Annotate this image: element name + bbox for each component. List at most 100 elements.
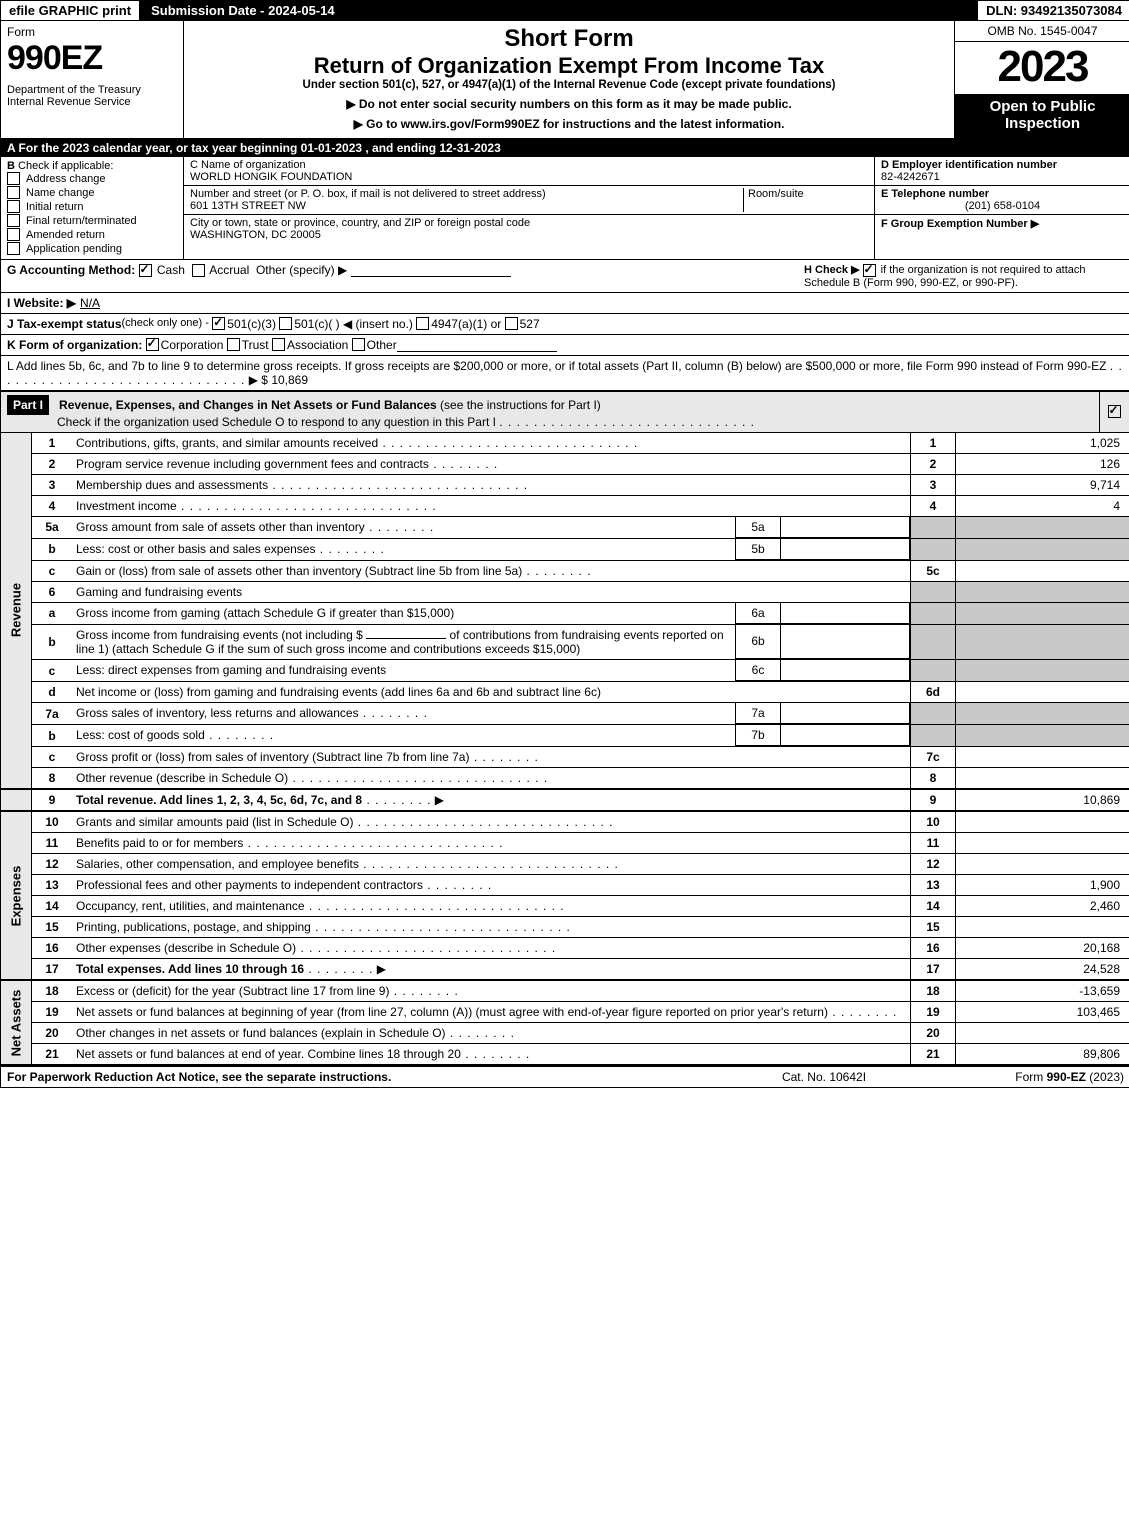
checkbox-other-org[interactable] bbox=[352, 338, 365, 351]
line-14-col: 14 bbox=[911, 896, 956, 917]
line-7c-num: c bbox=[32, 747, 73, 768]
checkbox-schedule-o[interactable] bbox=[1108, 405, 1121, 418]
tax-year: 2023 bbox=[955, 42, 1129, 94]
line-7a-col-shaded bbox=[911, 703, 956, 725]
line-14-num: 14 bbox=[32, 896, 73, 917]
checkbox-application-pending[interactable] bbox=[7, 242, 20, 255]
opt-527: 527 bbox=[520, 317, 540, 331]
line-6d-num: d bbox=[32, 682, 73, 703]
checkbox-corporation[interactable] bbox=[146, 338, 159, 351]
line-5b-desc: Less: cost or other basis and sales expe… bbox=[76, 542, 315, 556]
line-5a-inner: 5a bbox=[736, 517, 781, 538]
line-7b-amt-shaded bbox=[956, 725, 1129, 747]
k-label: K Form of organization: bbox=[7, 338, 142, 352]
line-16-amt: 20,168 bbox=[956, 938, 1129, 959]
line-6a-col-shaded bbox=[911, 602, 956, 624]
line-17-amt: 24,528 bbox=[956, 959, 1129, 981]
check-if-applicable: Check if applicable: bbox=[18, 160, 113, 172]
checkbox-name-change[interactable] bbox=[7, 186, 20, 199]
line-20-col: 20 bbox=[911, 1023, 956, 1044]
line-4-desc: Investment income bbox=[76, 499, 177, 513]
line-18-desc: Excess or (deficit) for the year (Subtra… bbox=[76, 984, 389, 998]
line-13-num: 13 bbox=[32, 875, 73, 896]
line-19-num: 19 bbox=[32, 1002, 73, 1023]
short-form-title: Short Form bbox=[194, 25, 944, 53]
dln-number: DLN: 93492135073084 bbox=[977, 1, 1129, 20]
dots-icon bbox=[378, 436, 638, 450]
line-13-desc: Professional fees and other payments to … bbox=[76, 878, 423, 892]
checkbox-527[interactable] bbox=[505, 317, 518, 330]
line-6b-inner-val bbox=[781, 625, 910, 659]
line-17-desc: Total expenses. Add lines 10 through 16 bbox=[76, 962, 304, 976]
line-3-amt: 9,714 bbox=[956, 474, 1129, 495]
opt-501c: 501(c)( ) ◀ (insert no.) bbox=[294, 317, 413, 331]
opt-final-return: Final return/terminated bbox=[26, 215, 137, 227]
org-city-state-zip: WASHINGTON, DC 20005 bbox=[190, 229, 868, 241]
checkbox-final-return[interactable] bbox=[7, 214, 20, 227]
block-b-c-def: B Check if applicable: Address change Na… bbox=[1, 157, 1129, 260]
g-label: G Accounting Method: bbox=[7, 263, 135, 277]
checkbox-accrual[interactable] bbox=[192, 264, 205, 277]
checkbox-4947[interactable] bbox=[416, 317, 429, 330]
revenue-vlabel: Revenue bbox=[9, 583, 24, 637]
line-5c-amt bbox=[956, 560, 1129, 581]
line-6d-amt bbox=[956, 682, 1129, 703]
form-label: Form bbox=[7, 25, 177, 39]
dots-icon bbox=[268, 478, 528, 492]
line-6a-amt-shaded bbox=[956, 602, 1129, 624]
footer-form-num: 990-EZ bbox=[1047, 1070, 1086, 1084]
opt-other-specify: Other (specify) ▶ bbox=[256, 263, 347, 277]
revenue-side-9 bbox=[1, 789, 32, 811]
line-21-num: 21 bbox=[32, 1044, 73, 1065]
right-column: OMB No. 1545-0047 2023 Open to Public In… bbox=[954, 21, 1129, 138]
part-i-check-text: Check if the organization used Schedule … bbox=[57, 415, 496, 429]
line-10-desc: Grants and similar amounts paid (list in… bbox=[76, 815, 353, 829]
return-title: Return of Organization Exempt From Incom… bbox=[194, 53, 944, 79]
e-label: E Telephone number bbox=[881, 188, 989, 200]
opt-4947: 4947(a)(1) or bbox=[431, 317, 501, 331]
checkbox-cash[interactable] bbox=[139, 264, 152, 277]
footer-form-year: (2023) bbox=[1086, 1070, 1124, 1084]
row-k: K Form of organization: Corporation Trus… bbox=[1, 335, 1129, 356]
line-14-desc: Occupancy, rent, utilities, and maintena… bbox=[76, 899, 305, 913]
line-2-num: 2 bbox=[32, 453, 73, 474]
dots-icon bbox=[359, 857, 619, 871]
line-5b-num: b bbox=[32, 538, 73, 560]
line-8-desc: Other revenue (describe in Schedule O) bbox=[76, 771, 288, 785]
netassets-vlabel: Net Assets bbox=[9, 989, 24, 1056]
submission-date: Submission Date - 2024-05-14 bbox=[141, 1, 977, 20]
line-9-num: 9 bbox=[32, 789, 73, 811]
dots-icon bbox=[429, 457, 498, 471]
line-15-desc: Printing, publications, postage, and shi… bbox=[76, 920, 311, 934]
checkbox-501c[interactable] bbox=[279, 317, 292, 330]
checkbox-501c3[interactable] bbox=[212, 317, 225, 330]
dots-icon bbox=[446, 1026, 515, 1040]
opt-name-change: Name change bbox=[26, 187, 95, 199]
line-9-col: 9 bbox=[911, 789, 956, 811]
dots-icon bbox=[365, 520, 434, 534]
line-12-amt bbox=[956, 854, 1129, 875]
line-11-col: 11 bbox=[911, 833, 956, 854]
checkbox-address-change[interactable] bbox=[7, 172, 20, 185]
line-6b-num: b bbox=[32, 624, 73, 660]
checkbox-amended-return[interactable] bbox=[7, 228, 20, 241]
opt-trust: Trust bbox=[242, 338, 269, 352]
expenses-side-label: Expenses bbox=[1, 811, 32, 980]
line-21-desc: Net assets or fund balances at end of ye… bbox=[76, 1047, 461, 1061]
line-5b-amt-shaded bbox=[956, 538, 1129, 560]
l-text: L Add lines 5b, 6c, and 7b to line 9 to … bbox=[7, 359, 1106, 373]
line-5c-num: c bbox=[32, 560, 73, 581]
line-15-col: 15 bbox=[911, 917, 956, 938]
line-6b-desc1: Gross income from fundraising events (no… bbox=[76, 628, 363, 642]
line-7c-col: 7c bbox=[911, 747, 956, 768]
dots-icon bbox=[461, 1047, 530, 1061]
checkbox-association[interactable] bbox=[272, 338, 285, 351]
section-def: D Employer identification number 82-4242… bbox=[874, 157, 1129, 259]
line-4-amt: 4 bbox=[956, 495, 1129, 516]
line-9-amt: 10,869 bbox=[956, 789, 1129, 811]
checkbox-initial-return[interactable] bbox=[7, 200, 20, 213]
checkbox-h[interactable] bbox=[863, 264, 876, 277]
b-label: B bbox=[7, 160, 15, 172]
line-10-col: 10 bbox=[911, 811, 956, 833]
checkbox-trust[interactable] bbox=[227, 338, 240, 351]
